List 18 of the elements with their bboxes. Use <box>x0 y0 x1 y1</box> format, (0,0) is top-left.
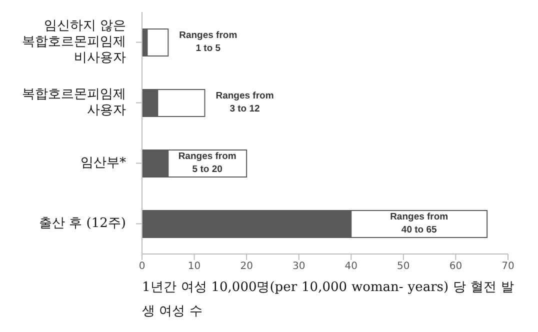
x-tick-label: 0 <box>138 261 146 272</box>
bar <box>146 28 169 56</box>
y-tick-label: 출산 후 (12주) <box>39 216 126 232</box>
y-tick-label: 임신하지 않은 복합호르몬피임제 비사용자 <box>22 18 126 66</box>
annotation: Ranges from 1 to 5 <box>179 30 238 54</box>
y-tick-label: 임산부* <box>80 156 126 171</box>
x-tick-label: 10 <box>188 261 201 272</box>
x-tick-label: 20 <box>240 261 253 272</box>
annotation: Ranges from 40 to 65 <box>390 211 448 236</box>
annotation: Ranges from 3 to 12 <box>216 90 274 114</box>
annotation: Ranges from 5 to 20 <box>178 150 236 175</box>
x-tick-label: 50 <box>397 261 410 272</box>
x-axis-title: 1년간 여성 10,000명(per 10,000 woman- years) 당 혈전 발생 여성 수 <box>142 279 514 321</box>
x-tick-label: 40 <box>344 261 358 272</box>
x-tick-label: 70 <box>502 261 514 272</box>
x-tick-label: 30 <box>292 261 306 272</box>
x-tick-label: 60 <box>449 261 462 272</box>
y-tick-label: 복합호르몬피임제 사용자 <box>22 87 126 118</box>
